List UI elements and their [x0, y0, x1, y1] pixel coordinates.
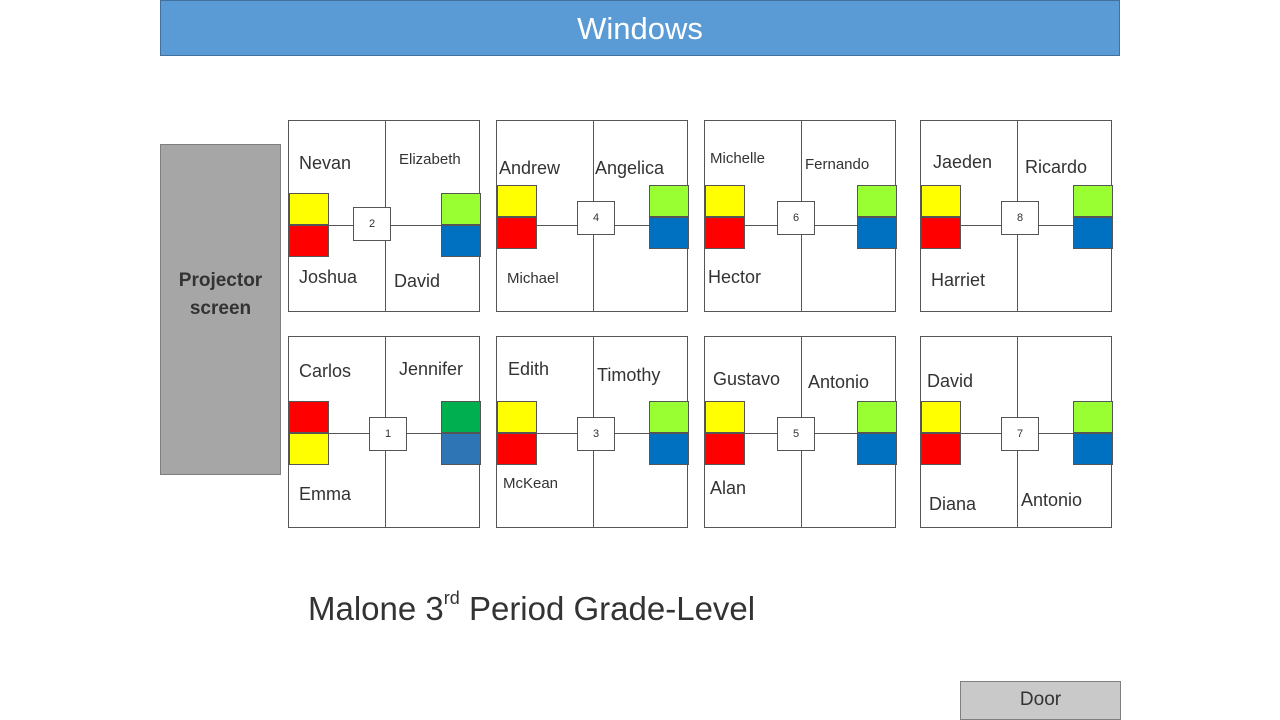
- table-cluster-7: 7 David Diana Antonio: [920, 336, 1113, 528]
- student-name-top-left: Carlos: [299, 361, 352, 381]
- table-number: 8: [1001, 201, 1039, 235]
- seat-yellow: [705, 401, 745, 433]
- seat-light-green: [857, 401, 897, 433]
- seat-light-green: [857, 185, 897, 217]
- table-number: 7: [1001, 417, 1039, 451]
- seat-steel-blue: [441, 433, 481, 465]
- seat-red: [289, 225, 329, 257]
- seat-light-green: [649, 185, 689, 217]
- student-name-top-left: Edith: [508, 359, 550, 379]
- seat-yellow: [921, 185, 961, 217]
- student-name-bottom-left: Michael: [507, 270, 559, 287]
- seat-blue: [441, 225, 481, 257]
- seat-red: [921, 433, 961, 465]
- table-cluster-1: 1 Carlos Jennifer Emma: [288, 336, 481, 528]
- seat-blue: [857, 217, 897, 249]
- seat-yellow: [921, 401, 961, 433]
- student-name-top-left: David: [927, 371, 974, 391]
- student-name-bottom-left: Joshua: [299, 267, 358, 287]
- table-cluster-8: 8 Jaeden Ricardo Harriet: [920, 120, 1113, 312]
- seat-blue: [1073, 217, 1113, 249]
- student-name-top-right: Timothy: [597, 365, 661, 385]
- door-label: Door: [960, 681, 1121, 720]
- title-rest: Period Grade-Level: [459, 590, 756, 627]
- student-name-top-right: Angelica: [595, 158, 665, 178]
- student-name-bottom-right: David: [394, 271, 441, 291]
- seat-blue: [649, 217, 689, 249]
- seat-blue: [1073, 433, 1113, 465]
- student-name-top-right: Elizabeth: [399, 151, 461, 168]
- projector-screen: Projector screen: [160, 144, 281, 475]
- seat-blue: [649, 433, 689, 465]
- student-name-top-left: Gustavo: [713, 369, 781, 389]
- windows-label: Windows: [160, 0, 1120, 56]
- table-number: 2: [353, 207, 391, 241]
- seat-red: [705, 217, 745, 249]
- student-name-bottom-left: Harriet: [931, 270, 986, 290]
- seat-light-green: [649, 401, 689, 433]
- table-cluster-3: 3 Edith Timothy McKean: [496, 336, 689, 528]
- table-number: 1: [369, 417, 407, 451]
- student-name-bottom-left: Emma: [299, 484, 352, 504]
- seat-light-green: [1073, 185, 1113, 217]
- student-name-top-left: Andrew: [499, 158, 561, 178]
- seat-blue: [857, 433, 897, 465]
- table-cluster-4: 4 Andrew Angelica Michael: [496, 120, 689, 312]
- seat-light-green: [441, 193, 481, 225]
- seat-red: [497, 217, 537, 249]
- seat-yellow: [497, 401, 537, 433]
- seat-yellow: [497, 185, 537, 217]
- title-superscript: rd: [443, 588, 460, 608]
- student-name-top-right: Jennifer: [399, 359, 464, 379]
- seat-light-green: [1073, 401, 1113, 433]
- student-name-bottom-left: McKean: [503, 475, 559, 492]
- seat-red: [705, 433, 745, 465]
- table-cluster-6: 6 Michelle Fernando Hector: [704, 120, 897, 312]
- table-number: 6: [777, 201, 815, 235]
- seat-green: [441, 401, 481, 433]
- table-number: 3: [577, 417, 615, 451]
- table-number: 5: [777, 417, 815, 451]
- student-name-bottom-left: Hector: [708, 267, 762, 287]
- table-cluster-5: 5 Gustavo Antonio Alan: [704, 336, 897, 528]
- page-title: Malone 3rd Period Grade-Level: [308, 588, 756, 628]
- seat-yellow: [289, 433, 329, 465]
- seat-yellow: [289, 193, 329, 225]
- seat-yellow: [705, 185, 745, 217]
- student-name-top-right: Fernando: [805, 156, 870, 173]
- student-name-bottom-left: Diana: [929, 494, 977, 514]
- student-name-top-left: Jaeden: [933, 152, 993, 172]
- student-name-bottom-left: Alan: [710, 478, 747, 498]
- table-number: 4: [577, 201, 615, 235]
- seat-red: [289, 401, 329, 433]
- student-name-top-left: Michelle: [710, 150, 766, 167]
- seat-red: [497, 433, 537, 465]
- seat-red: [921, 217, 961, 249]
- projector-label: Projector screen: [178, 270, 263, 319]
- table-cluster-2: 2 Nevan Elizabeth Joshua David: [288, 120, 481, 312]
- student-name-top-right: Antonio: [808, 372, 870, 392]
- student-name-top-right: Ricardo: [1025, 157, 1088, 177]
- title-main: Malone 3: [308, 590, 444, 627]
- student-name-top-left: Nevan: [299, 153, 352, 173]
- student-name-bottom-right: Antonio: [1021, 490, 1083, 510]
